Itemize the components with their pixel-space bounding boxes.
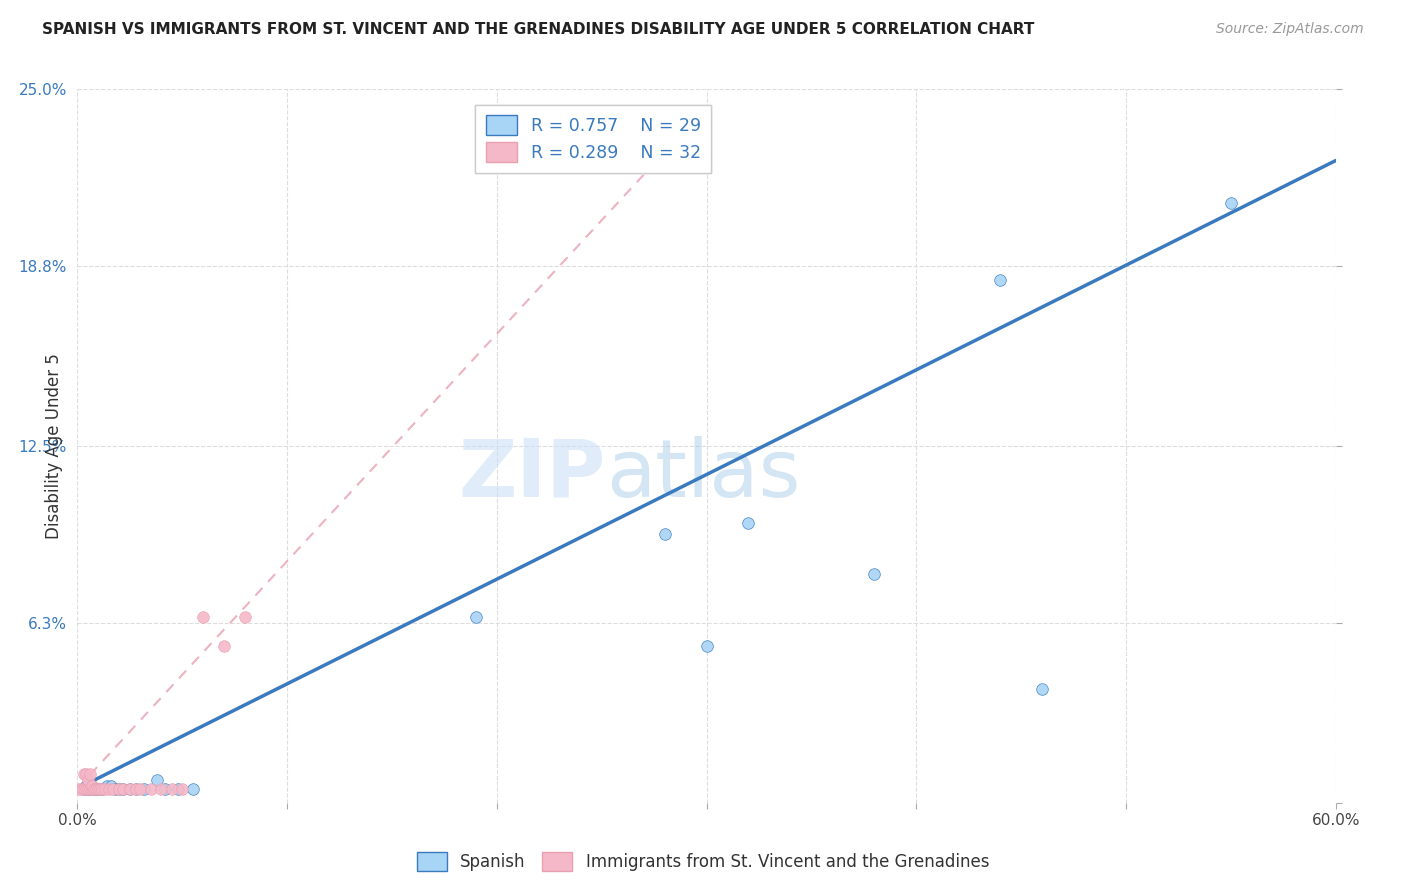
Point (233, 610, 256, 624)
Point (93, 781, 115, 796)
Point (155, 781, 177, 796)
Text: atlas: atlas (606, 435, 800, 514)
Point (167, 781, 190, 796)
Point (118, 781, 141, 796)
Point (146, 772, 169, 787)
Point (80, 779, 103, 793)
Point (172, 781, 194, 796)
Point (75, 779, 97, 793)
Point (191, 610, 215, 624)
Point (134, 781, 156, 796)
Point (863, 567, 886, 582)
Point (181, 781, 204, 796)
Point (72, 781, 94, 796)
Point (96, 779, 118, 793)
Point (75, 767, 97, 781)
Point (150, 781, 173, 796)
Legend: Spanish, Immigrants from St. Vincent and the Grenadines: Spanish, Immigrants from St. Vincent and… (409, 843, 997, 880)
Point (696, 639, 718, 653)
Point (80, 781, 103, 796)
Point (1031, 681, 1053, 696)
Text: Source: ZipAtlas.com: Source: ZipAtlas.com (1216, 22, 1364, 37)
Point (125, 781, 148, 796)
Point (84, 781, 107, 796)
Point (737, 516, 759, 530)
Point (91, 781, 114, 796)
Point (100, 779, 122, 793)
Legend: R = 0.757    N = 29, R = 0.289    N = 32: R = 0.757 N = 29, R = 0.289 N = 32 (475, 105, 711, 173)
Point (464, 610, 486, 624)
Point (91, 781, 114, 796)
Point (87, 781, 110, 796)
Point (101, 781, 124, 796)
Point (70, 781, 93, 796)
Point (79, 781, 101, 796)
Point (160, 781, 183, 796)
Point (212, 639, 235, 653)
Point (87, 781, 110, 796)
Point (83, 781, 105, 796)
Point (72, 767, 94, 781)
Point (1219, 196, 1241, 211)
Point (76, 781, 98, 796)
Point (654, 527, 676, 541)
Point (84, 781, 107, 796)
Point (104, 781, 127, 796)
Point (76, 772, 98, 787)
Point (79, 767, 101, 781)
Point (129, 781, 152, 796)
Point (108, 781, 131, 796)
Point (76, 781, 98, 796)
Point (97, 781, 120, 796)
Point (125, 781, 148, 796)
Point (112, 781, 135, 796)
Text: ZIP: ZIP (458, 435, 606, 514)
Text: SPANISH VS IMMIGRANTS FROM ST. VINCENT AND THE GRENADINES DISABILITY AGE UNDER 5: SPANISH VS IMMIGRANTS FROM ST. VINCENT A… (42, 22, 1035, 37)
Point (67, 781, 90, 796)
Point (75, 781, 97, 796)
Point (89, 781, 111, 796)
Y-axis label: Disability Age Under 5: Disability Age Under 5 (45, 353, 63, 539)
Point (80, 779, 103, 793)
Point (139, 781, 162, 796)
Point (118, 781, 141, 796)
Point (112, 781, 135, 796)
Point (108, 781, 131, 796)
Point (79, 781, 101, 796)
Point (72, 781, 94, 796)
Point (83, 781, 105, 796)
Point (988, 273, 1011, 287)
